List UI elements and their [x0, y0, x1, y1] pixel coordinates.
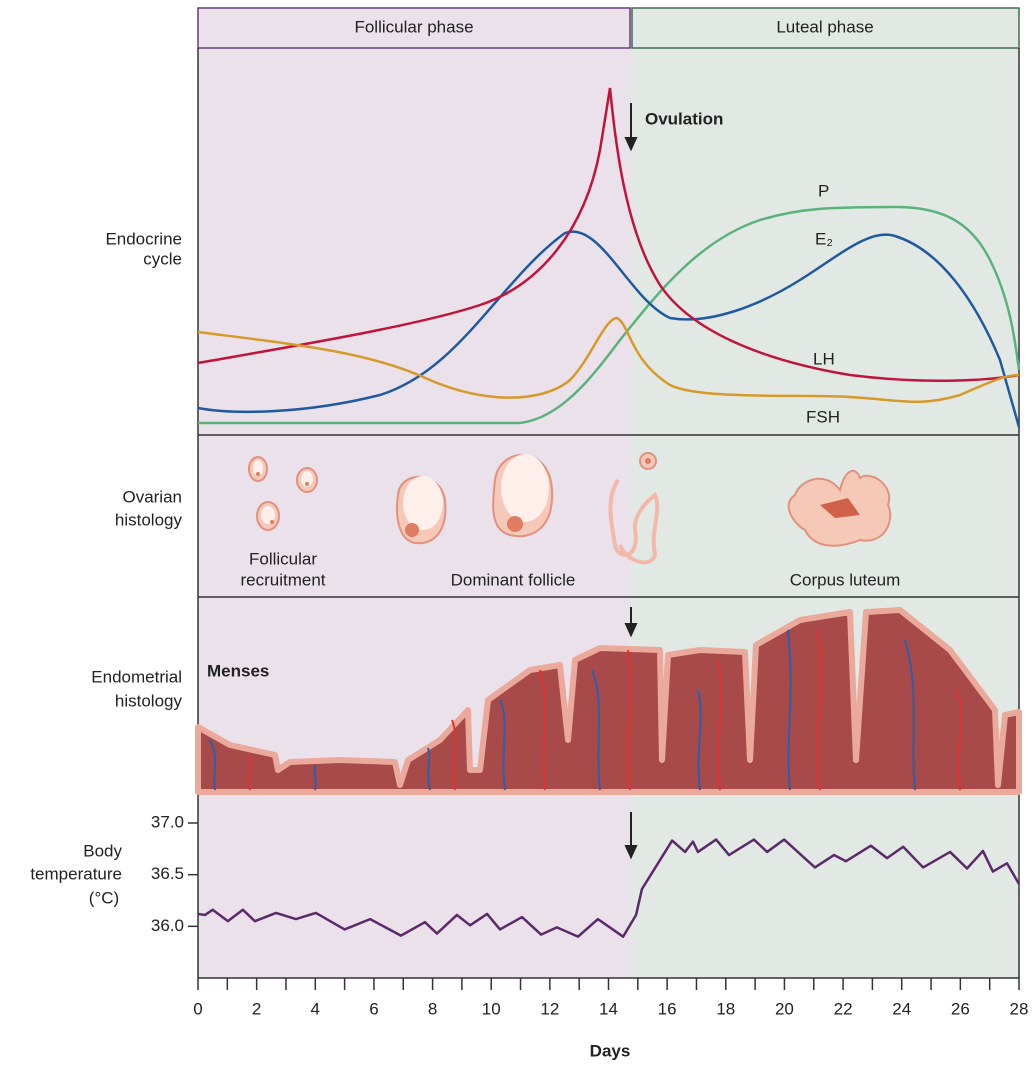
row-label: cycle: [143, 249, 182, 268]
phase-label: Follicular phase: [354, 17, 473, 36]
row-label: temperature: [30, 864, 122, 883]
y-tick-label: 36.0: [151, 916, 184, 935]
x-tick-label: 10: [482, 999, 501, 1018]
ovarian-label: Corpus luteum: [790, 570, 901, 589]
row-label: histology: [115, 691, 183, 710]
hormone-label: FSH: [806, 407, 840, 426]
x-tick-label: 8: [428, 999, 437, 1018]
x-tick-label: 20: [775, 999, 794, 1018]
ovarian-label: recruitment: [240, 570, 325, 589]
hormone-label: E₂: [815, 229, 833, 248]
hormone-label: LH: [813, 349, 835, 368]
x-tick-label: 6: [369, 999, 378, 1018]
x-tick-label: 28: [1010, 999, 1029, 1018]
hormone-label: P: [818, 181, 829, 200]
x-tick-label: 0: [193, 999, 202, 1018]
y-tick-label: 36.5: [151, 864, 184, 883]
ovulation-label: Ovulation: [645, 109, 723, 128]
x-tick-label: 14: [599, 999, 618, 1018]
x-axis-title: Days: [590, 1041, 631, 1060]
menses-label: Menses: [207, 661, 269, 680]
row-label: (°C): [89, 888, 119, 907]
figure: Follicular phase Luteal phase Endocrine …: [0, 0, 1034, 1063]
x-tick-label: 26: [951, 999, 970, 1018]
x-tick-label: 18: [716, 999, 735, 1018]
ovarian-label: Dominant follicle: [451, 570, 576, 589]
row-label: Endocrine: [105, 229, 182, 248]
x-tick-label: 24: [892, 999, 911, 1018]
row-label: histology: [115, 510, 183, 529]
row-label: Body: [83, 841, 122, 860]
x-tick-label: 22: [834, 999, 853, 1018]
y-tick-label: 37.0: [151, 812, 184, 831]
x-tick-label: 16: [658, 999, 677, 1018]
x-tick-label: 4: [311, 999, 320, 1018]
ovarian-label: Follicular: [249, 549, 317, 568]
page: {"header": {"follicular": "Follicular ph…: [0, 0, 1034, 1063]
row-label: Endometrial: [91, 667, 182, 686]
x-tick-label: 12: [540, 999, 559, 1018]
x-tick-label: 2: [252, 999, 261, 1018]
phase-label: Luteal phase: [776, 17, 873, 36]
row-label: Ovarian: [122, 487, 182, 506]
